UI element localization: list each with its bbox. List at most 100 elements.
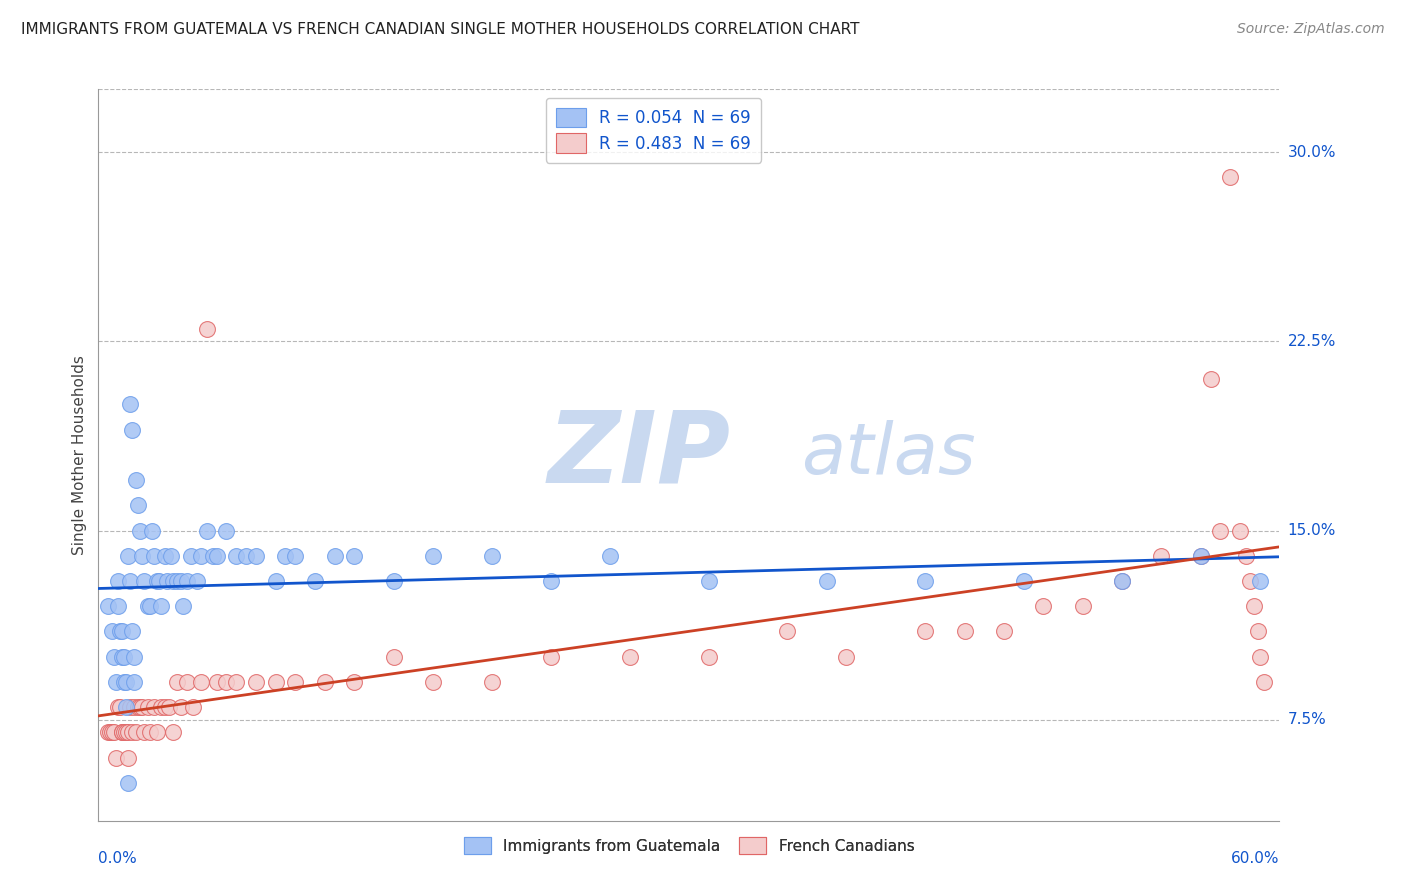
Point — [1249, 574, 1271, 588]
Point — [132, 574, 155, 588]
Point — [274, 549, 297, 563]
Point — [264, 574, 287, 588]
Point — [150, 599, 173, 614]
Point — [142, 549, 165, 563]
Point — [141, 524, 163, 538]
Point — [138, 599, 160, 614]
Point — [914, 574, 936, 588]
Point — [115, 725, 138, 739]
Point — [112, 725, 135, 739]
Point — [117, 776, 139, 790]
Point — [993, 624, 1015, 639]
Point — [697, 649, 720, 664]
Point — [146, 574, 169, 588]
Point — [115, 674, 138, 689]
Point — [122, 700, 145, 714]
Point — [776, 624, 799, 639]
Point — [111, 725, 134, 739]
Point — [97, 725, 120, 739]
Point — [815, 574, 838, 588]
Point — [107, 599, 129, 614]
Text: 7.5%: 7.5% — [1288, 712, 1326, 727]
Point — [101, 725, 124, 739]
Point — [1071, 599, 1094, 614]
Point — [1032, 599, 1054, 614]
Point — [160, 549, 183, 563]
Point — [155, 549, 177, 563]
Point — [225, 549, 247, 563]
Point — [540, 574, 562, 588]
Point — [1239, 574, 1261, 588]
Point — [105, 674, 128, 689]
Point — [953, 624, 976, 639]
Point — [118, 574, 141, 588]
Point — [155, 700, 177, 714]
Point — [245, 674, 267, 689]
Point — [343, 549, 366, 563]
Point — [128, 700, 150, 714]
Point — [103, 725, 125, 739]
Y-axis label: Single Mother Households: Single Mother Households — [72, 355, 87, 555]
Point — [176, 674, 198, 689]
Point — [132, 725, 155, 739]
Text: 22.5%: 22.5% — [1288, 334, 1336, 349]
Point — [108, 700, 131, 714]
Text: 30.0%: 30.0% — [1288, 145, 1336, 160]
Point — [225, 674, 247, 689]
Point — [111, 649, 134, 664]
Point — [1189, 549, 1212, 563]
Point — [127, 700, 149, 714]
Point — [122, 649, 145, 664]
Point — [131, 549, 153, 563]
Point — [97, 599, 120, 614]
Text: 0.0%: 0.0% — [98, 851, 138, 866]
Point — [1249, 649, 1271, 664]
Point — [181, 700, 204, 714]
Text: ZIP: ZIP — [547, 407, 730, 503]
Point — [142, 700, 165, 714]
Point — [157, 700, 180, 714]
Point — [195, 524, 218, 538]
Point — [162, 725, 184, 739]
Point — [117, 725, 139, 739]
Point — [131, 700, 153, 714]
Point — [481, 674, 503, 689]
Point — [1234, 549, 1257, 563]
Point — [111, 725, 134, 739]
Text: atlas: atlas — [801, 420, 976, 490]
Point — [121, 624, 143, 639]
Point — [172, 599, 194, 614]
Point — [190, 549, 212, 563]
Point — [343, 674, 366, 689]
Point — [235, 549, 257, 563]
Point — [205, 674, 228, 689]
Point — [125, 725, 148, 739]
Point — [101, 624, 124, 639]
Point — [314, 674, 336, 689]
Point — [1199, 372, 1222, 386]
Point — [1229, 524, 1251, 538]
Point — [215, 524, 238, 538]
Point — [323, 549, 346, 563]
Point — [1247, 624, 1270, 639]
Point — [540, 649, 562, 664]
Point — [136, 599, 159, 614]
Point — [215, 674, 238, 689]
Point — [835, 649, 858, 664]
Point — [481, 549, 503, 563]
Point — [245, 549, 267, 563]
Legend: Immigrants from Guatemala, French Canadians: Immigrants from Guatemala, French Canadi… — [457, 830, 921, 861]
Point — [201, 549, 224, 563]
Text: IMMIGRANTS FROM GUATEMALA VS FRENCH CANADIAN SINGLE MOTHER HOUSEHOLDS CORRELATIO: IMMIGRANTS FROM GUATEMALA VS FRENCH CANA… — [21, 22, 859, 37]
Point — [1209, 524, 1232, 538]
Point — [166, 674, 188, 689]
Point — [117, 750, 139, 764]
Point — [122, 674, 145, 689]
Point — [148, 574, 170, 588]
Point — [619, 649, 641, 664]
Point — [121, 423, 143, 437]
Point — [1012, 574, 1035, 588]
Point — [1219, 170, 1241, 185]
Point — [127, 499, 149, 513]
Point — [1243, 599, 1265, 614]
